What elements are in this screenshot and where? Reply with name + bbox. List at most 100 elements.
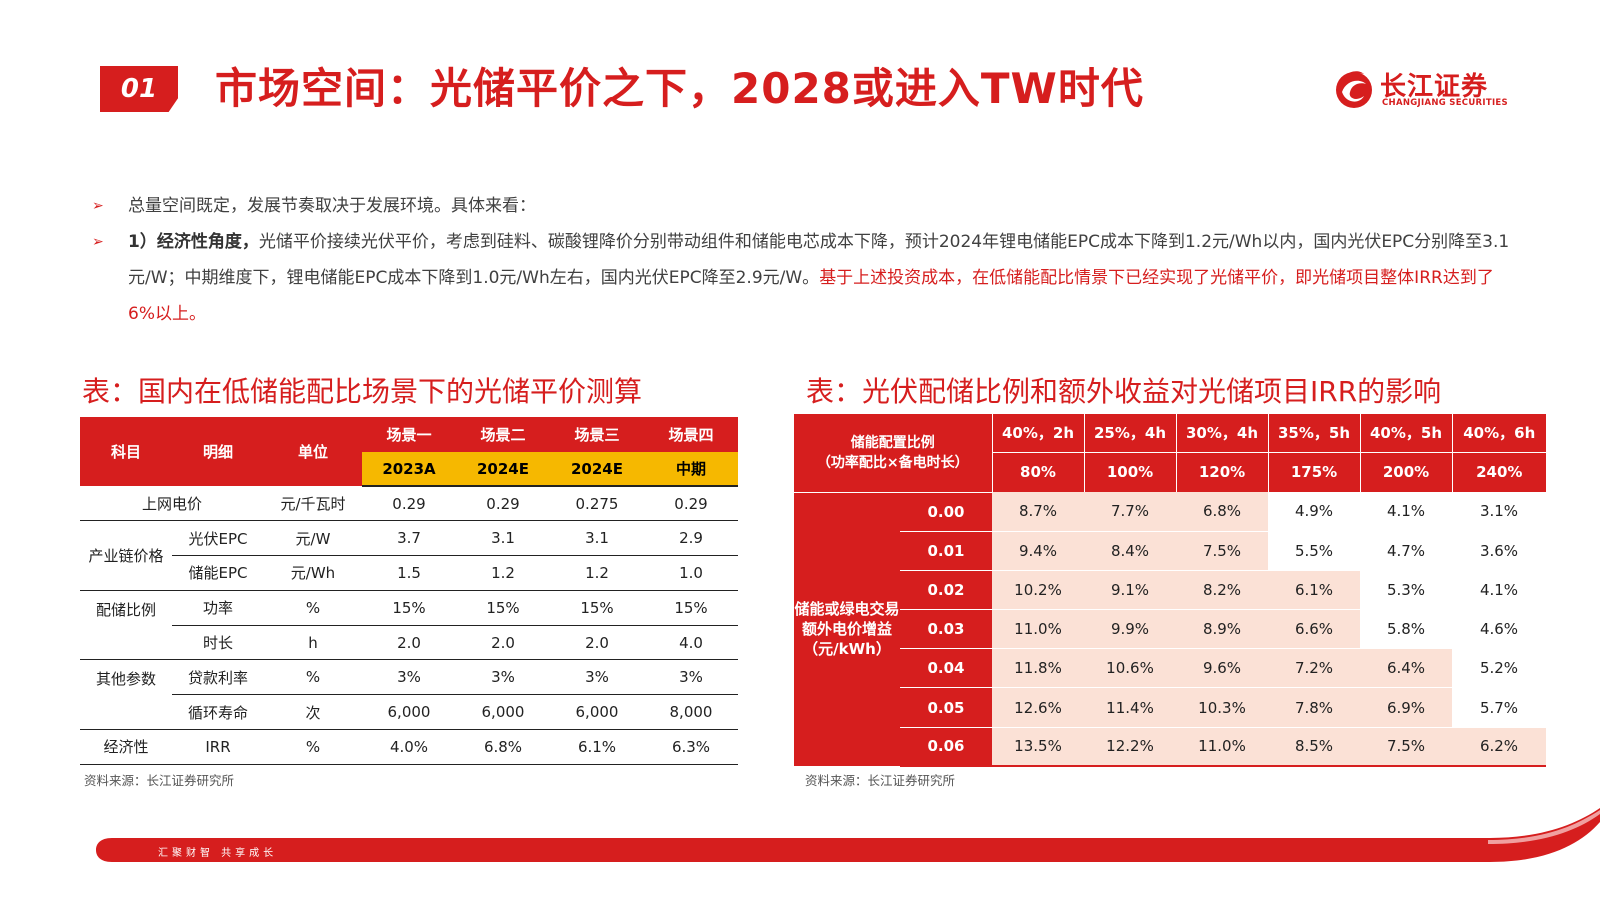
row-unit: % (264, 590, 362, 626)
cell-value: 13.5% (992, 727, 1084, 768)
header-scenario: 场景一 (362, 417, 456, 452)
row-key: 0.01 (900, 531, 992, 571)
table-row: 其他参数 贷款利率 % 3% 3% 3% 3% (80, 659, 738, 731)
header-config: 40%，6h (1451, 414, 1546, 453)
cell-value: 3.1 (550, 520, 644, 557)
row-detail: 光伏EPC (172, 520, 264, 557)
footer-red-wave (96, 808, 1600, 862)
cell-value: 0.29 (644, 486, 738, 522)
cell-value: 5.5% (1268, 531, 1360, 571)
cell-value: 1.5 (362, 555, 456, 591)
cell-value: 4.9% (1268, 492, 1360, 532)
cell-value: 5.2% (1452, 648, 1546, 689)
cell-value: 15% (362, 590, 456, 626)
dragon-logo-icon (1336, 71, 1372, 108)
header-detail: 明细 (172, 417, 264, 486)
header-ratio: 80% (991, 452, 1084, 492)
cell-value: 5.8% (1360, 609, 1452, 650)
cell-value: 4.1% (1360, 492, 1452, 532)
cell-value: 9.9% (1084, 609, 1176, 650)
header-ratio: 175% (1267, 452, 1360, 492)
row-detail: IRR (172, 729, 264, 765)
row-group: 其他参数 (80, 659, 172, 731)
row-detail: 时长 (172, 625, 264, 661)
cell-value: 11.0% (1176, 727, 1268, 768)
header-ratio: 240% (1451, 452, 1546, 492)
cell-value: 15% (644, 590, 738, 626)
cell-value: 6,000 (550, 694, 644, 731)
header-ratio: 120% (1175, 452, 1268, 492)
cell-value: 8.4% (1084, 531, 1176, 571)
table-row: 上网电价 元/千瓦时 0.29 0.29 0.275 0.29 (80, 486, 738, 522)
cell-value: 3% (550, 659, 644, 696)
row-key: 0.03 (900, 609, 992, 650)
cell-value: 2.0 (362, 625, 456, 661)
corner-header-line2: （功率配比×备电时长） (816, 454, 969, 471)
cell-value: 3.1 (456, 520, 550, 557)
footer-slogan: 汇聚财智 共享成长 (158, 848, 278, 859)
row-unit: 元/W (264, 520, 362, 557)
header-scenario: 场景四 (644, 417, 738, 452)
row-detail: 上网电价 (80, 486, 264, 522)
table-row: 循环寿命 次 6,000 6,000 6,000 8,000 (80, 694, 738, 731)
bullet-text: 总量空间既定，发展节奏取决于发展环境。具体来看： (128, 196, 536, 216)
table-row: 储能或绿电交易额外电价增益（元/kWh） 0.00 8.7% 7.7% 6.8%… (794, 492, 1546, 767)
header-year: 2023A (362, 452, 456, 487)
cell-value: 4.7% (1360, 531, 1452, 571)
cell-value: 4.6% (1452, 609, 1546, 650)
header-year: 2024E (550, 452, 644, 487)
row-group: 产业链价格 (80, 520, 172, 591)
left-table-source: 资料来源：长江证券研究所 (84, 773, 235, 788)
header-ratio: 100% (1083, 452, 1176, 492)
cell-value: 6.1% (1268, 570, 1360, 611)
cell-value: 1.2 (456, 555, 550, 591)
row-detail: 贷款利率 (172, 659, 264, 696)
cell-value: 15% (456, 590, 550, 626)
cell-value: 3% (456, 659, 550, 696)
table-row: 储能EPC 元/Wh 1.5 1.2 1.2 1.0 (80, 555, 738, 591)
company-logo: 长江证券 CHANGJIANG SECURITIES (1332, 64, 1522, 116)
cell-value: 1.2 (550, 555, 644, 591)
cell-value: 10.3% (1176, 687, 1268, 728)
cell-value: 5.7% (1452, 687, 1546, 728)
cell-value: 4.0% (362, 729, 456, 765)
cell-value: 10.6% (1084, 648, 1176, 689)
irr-sensitivity-table: 储能配置比例 （功率配比×备电时长） 40%，2h 25%，4h 30%，4h … (794, 414, 1546, 768)
bullet-text: 光储平价接续光伏平价，考虑到硅料、碳酸锂降价分别带动组件和储能电芯成本下降，预计… (128, 232, 1510, 288)
row-detail: 功率 (172, 590, 264, 626)
logo-text-en: CHANGJIANG SECURITIES (1382, 98, 1508, 108)
header-unit: 单位 (264, 417, 362, 486)
cell-value: 8.7% (992, 492, 1084, 532)
cell-value: 0.29 (362, 486, 456, 522)
cell-value: 8,000 (644, 694, 738, 731)
cell-value: 11.4% (1084, 687, 1176, 728)
row-unit: 元/Wh (264, 555, 362, 591)
cell-value: 0.29 (456, 486, 550, 522)
right-table-source: 资料来源：长江证券研究所 (805, 773, 956, 788)
table-row: 0.03 11.0% 9.9% 8.9% 6.6% 5.8% 4.6% (794, 609, 1546, 650)
arrow-bullet-icon: ➢ (92, 234, 104, 250)
bullet-item: ➢ 总量空间既定，发展节奏取决于发展环境。具体来看： (92, 188, 1512, 224)
cell-value: 6.4% (1360, 648, 1452, 689)
cell-value: 12.2% (1084, 727, 1176, 768)
cell-value: 8.9% (1176, 609, 1268, 650)
row-unit: % (264, 729, 362, 765)
cell-value: 8.2% (1176, 570, 1268, 611)
cell-value: 6.8% (1176, 492, 1268, 532)
header-scenario: 场景二 (456, 417, 550, 452)
row-group: 经济性 (80, 729, 172, 765)
cell-value: 9.4% (992, 531, 1084, 571)
row-detail: 循环寿命 (172, 694, 264, 731)
table-row: 0.01 9.4% 8.4% 7.5% 5.5% 4.7% 3.6% (794, 531, 1546, 571)
row-key: 0.02 (900, 570, 992, 611)
bullet-highlight-text: 基于上述投资成本，在低储能配比情景下已经实现了光储平价，即光储项目整体IRR达到… (128, 268, 1494, 324)
cell-value: 7.5% (1176, 531, 1268, 571)
side-label: 储能或绿电交易额外电价增益（元/kWh） (794, 492, 900, 767)
cell-value: 6,000 (456, 694, 550, 731)
bullet-item: ➢ 1）经济性角度，光储平价接续光伏平价，考虑到硅料、碳酸锂降价分别带动组件和储… (92, 224, 1512, 332)
cell-value: 2.9 (644, 520, 738, 557)
cell-value: 2.0 (456, 625, 550, 661)
cell-value: 4.1% (1452, 570, 1546, 611)
table-row: 产业链价格 光伏EPC 元/W 3.7 3.1 3.1 2.9 (80, 520, 738, 591)
row-unit: % (264, 659, 362, 696)
